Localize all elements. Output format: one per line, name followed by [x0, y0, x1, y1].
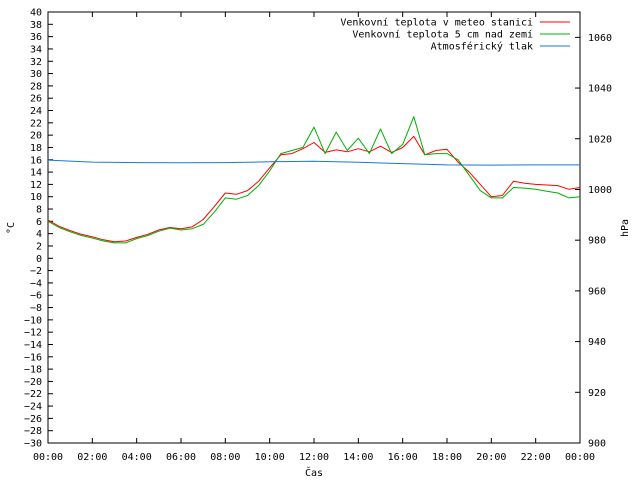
x-tick-label: 22:00 [521, 452, 551, 463]
y-tick-label: 2 [36, 241, 42, 252]
y-tick-label: −24 [24, 402, 42, 413]
series-layer [47, 116, 581, 244]
x-axis-title: Čas [305, 466, 323, 479]
y-tick-label: 26 [30, 94, 42, 105]
y-tick-label: 30 [30, 69, 42, 80]
y2-tick-label: 940 [588, 337, 606, 348]
y-tick-label: 28 [30, 81, 42, 92]
y-tick-label: 14 [30, 168, 42, 179]
y2-tick-label: 1000 [588, 185, 612, 196]
y2-axis-title: hPa [620, 219, 631, 237]
y-tick-label: −14 [24, 340, 42, 351]
y-tick-label: −2 [30, 266, 42, 277]
legend-label-2: Atmosférický tlak [431, 41, 533, 53]
legend-label-0: Venkovní teplota v meteo stanici [340, 17, 533, 29]
y-tick-label: 34 [30, 44, 42, 55]
y2-tick-label: 960 [588, 286, 606, 297]
y-tick-label: 40 [30, 8, 42, 19]
y-tick-label: −26 [24, 414, 42, 425]
y-tick-label: 8 [36, 205, 42, 216]
y-tick-label: 38 [30, 20, 42, 31]
x-tick-label: 04:00 [122, 452, 152, 463]
y-tick-label: 10 [30, 192, 42, 203]
x-tick-label: 16:00 [388, 452, 418, 463]
y-tick-label: −22 [24, 389, 42, 400]
y2-tick-label: 920 [588, 388, 606, 399]
y-tick-label: −16 [24, 352, 42, 363]
x-tick-label: 14:00 [343, 452, 373, 463]
y-tick-label: −18 [24, 365, 42, 376]
y-tick-label: −10 [24, 315, 42, 326]
x-tick-label: 18:00 [432, 452, 462, 463]
x-tick-label: 12:00 [299, 452, 329, 463]
y-axis-right: 1060 1040 1020 1000 980 960 940 920 900 [575, 33, 612, 450]
x-tick-label: 10:00 [255, 452, 285, 463]
y2-tick-label: 1020 [588, 134, 612, 145]
y-tick-label: 24 [30, 106, 42, 117]
y-tick-label: 22 [30, 118, 42, 129]
x-tick-label: 08:00 [210, 452, 240, 463]
y-tick-label: 4 [36, 229, 42, 240]
x-tick-label: 00:00 [565, 452, 595, 463]
y-tick-label: −28 [24, 426, 42, 437]
y-tick-label: −12 [24, 328, 42, 339]
y-tick-label: 18 [30, 143, 42, 154]
y-tick-label: 6 [36, 217, 42, 228]
series-line-1 [47, 116, 581, 244]
y2-tick-label: 900 [588, 439, 606, 450]
x-tick-label: 02:00 [77, 452, 107, 463]
y-tick-label: −30 [24, 439, 42, 450]
x-axis: 00:00 02:00 04:00 06:00 08:00 10:00 12:00 14:00… [33, 12, 595, 463]
y-tick-label: 16 [30, 155, 42, 166]
y-tick-label: 20 [30, 131, 42, 142]
y-tick-label: 32 [30, 57, 42, 68]
y-tick-label: −8 [30, 303, 42, 314]
y-axis-left: 4038363432302826242220181614121086420−2−… [24, 8, 53, 450]
y-tick-label: −4 [30, 278, 42, 289]
y2-tick-label: 1060 [588, 33, 612, 44]
series-line-2 [47, 159, 580, 166]
y-tick-label: 0 [36, 254, 42, 265]
x-tick-label: 06:00 [166, 452, 196, 463]
y-tick-label: −6 [30, 291, 42, 302]
y2-tick-label: 980 [588, 236, 606, 247]
legend-label-1: Venkovní teplota 5 cm nad zemí [352, 29, 533, 41]
y-tick-label: 36 [30, 32, 42, 43]
y-tick-label: 12 [30, 180, 42, 191]
x-tick-label: 20:00 [476, 452, 506, 463]
y-axis-title: °C [6, 222, 17, 234]
x-tick-label: 00:00 [33, 452, 63, 463]
legend: Venkovní teplota v meteo staniciVenkovní… [340, 17, 570, 53]
y2-tick-label: 1040 [588, 84, 612, 95]
series-line-0 [47, 135, 581, 243]
y-tick-label: −20 [24, 377, 42, 388]
